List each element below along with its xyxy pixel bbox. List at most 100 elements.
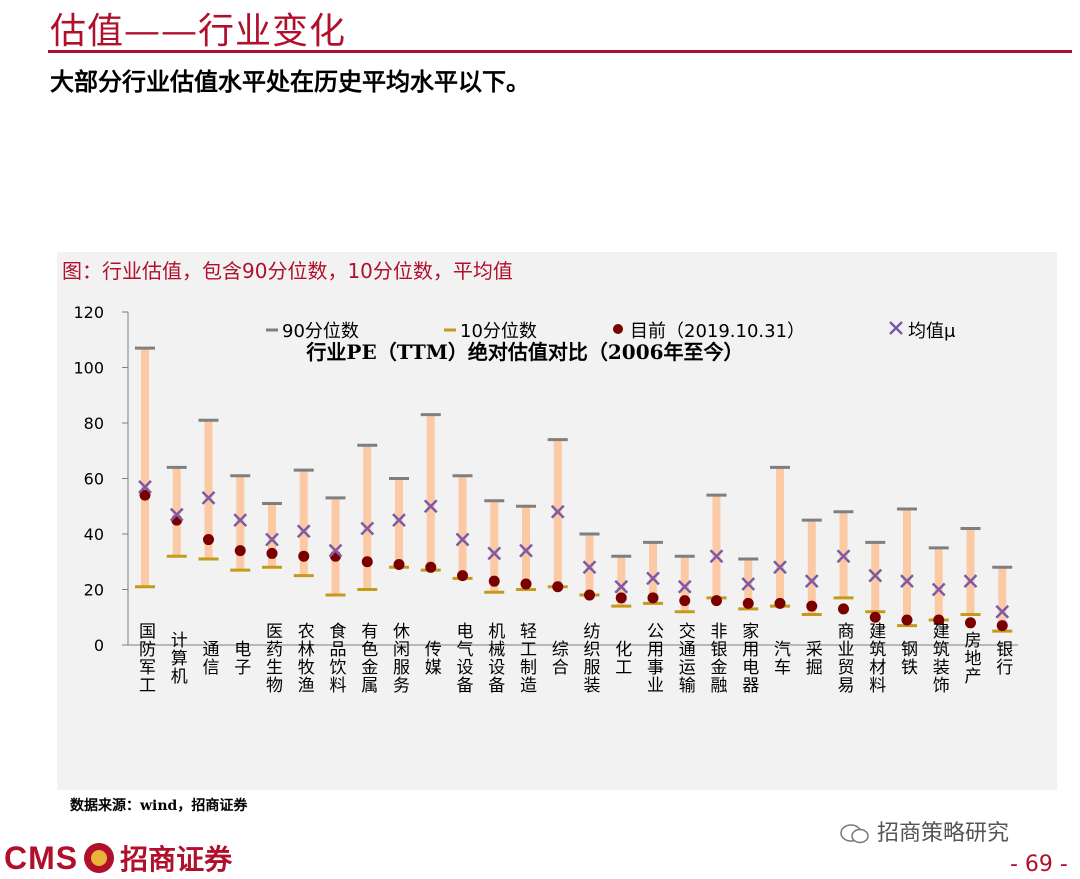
mean-marker-stroke: [169, 507, 184, 522]
title-rule: [48, 50, 1072, 53]
current-point: [298, 550, 310, 562]
current-point: [996, 620, 1008, 632]
category-label: 计算机: [167, 631, 188, 685]
category-label: 综合: [548, 640, 569, 676]
current-point: [742, 597, 754, 609]
y-tick-label: 40: [84, 525, 104, 544]
mean-marker-stroke: [455, 532, 470, 547]
current-point: [933, 614, 945, 626]
range-bar: [204, 420, 213, 559]
mean-marker-stroke: [582, 560, 597, 575]
current-point: [615, 592, 627, 604]
mean-marker: [360, 521, 375, 536]
range-bar: [617, 556, 626, 607]
range-bar: [903, 509, 911, 626]
page-title: 估值——行业变化: [50, 11, 347, 52]
data-source: 数据来源：wind，招商证券: [70, 798, 248, 814]
range-bar: [680, 556, 689, 612]
range-bar: [458, 475, 467, 579]
current-point: [584, 589, 595, 601]
current-point: [838, 603, 849, 615]
figure-caption: 图：行业估值，包含90分位数，10分位数，平均值: [62, 259, 513, 283]
mean-marker-stroke: [550, 504, 565, 519]
mean-marker: [455, 532, 470, 547]
mean-marker-stroke: [963, 574, 978, 589]
range-bar: [649, 542, 657, 604]
category-label: 食品饮料: [326, 622, 347, 694]
category-label: 有色金属: [357, 622, 378, 694]
category-label: 公用事业: [643, 622, 664, 694]
current-point: [457, 570, 468, 582]
range-bar: [395, 478, 403, 568]
legend-p90-label: 90分位数: [282, 321, 359, 342]
legend-p10-label: 10分位数: [460, 321, 537, 342]
logo-chinese: 招商证券: [120, 843, 233, 876]
category-label: 采掘: [802, 640, 823, 676]
mean-marker: [423, 499, 438, 514]
mean-marker-stroke: [328, 543, 343, 558]
mean-marker-stroke: [201, 491, 216, 505]
current-point: [869, 611, 881, 623]
y-tick-label: 100: [73, 359, 104, 378]
category-label: 轻工制造: [516, 622, 537, 694]
range-bar: [141, 348, 149, 587]
page-number: - 69 -: [1010, 852, 1068, 877]
current-point: [806, 600, 818, 612]
mean-marker-stroke: [836, 549, 851, 564]
mean-marker: [677, 579, 692, 594]
category-label: 交通运输: [675, 622, 696, 694]
category-label: 商业贸易: [834, 622, 855, 694]
range-bar: [998, 567, 1007, 632]
current-point: [901, 614, 913, 626]
range-bar: [331, 497, 340, 596]
range-bar: [712, 495, 721, 598]
mean-marker-stroke: [709, 549, 724, 564]
mean-marker: [868, 568, 883, 583]
logo-latin: CMS: [4, 839, 79, 876]
mean-marker-stroke: [646, 571, 660, 586]
y-tick-label: 60: [84, 470, 104, 489]
mean-marker: [709, 549, 724, 564]
mean-marker-stroke: [741, 577, 756, 591]
mean-marker: [836, 549, 851, 564]
mean-marker: [265, 532, 279, 547]
legend-current-swatch: [613, 324, 623, 334]
mean-marker-stroke: [360, 521, 375, 536]
category-label: 建筑材料: [865, 622, 886, 694]
current-point: [647, 592, 659, 604]
mean-marker: [582, 560, 597, 575]
mean-marker: [614, 579, 629, 594]
current-point: [393, 559, 405, 571]
category-label: 纺织服装: [580, 622, 601, 694]
mean-marker: [550, 504, 565, 519]
range-bar: [966, 528, 975, 615]
logo-badge-icon: [84, 843, 115, 873]
category-label: 建筑装饰: [929, 622, 950, 694]
category-label: 医药生物: [262, 622, 283, 694]
current-point: [965, 617, 976, 629]
category-label: 电气设备: [453, 622, 474, 694]
category-label: 钢铁: [897, 640, 918, 676]
mean-marker-stroke: [995, 604, 1010, 619]
current-point: [266, 547, 278, 559]
mean-marker: [519, 543, 533, 558]
current-point: [139, 489, 151, 501]
mean-marker: [138, 479, 152, 494]
current-point: [488, 575, 500, 587]
range-bar: [172, 467, 181, 557]
category-label: 银行: [992, 640, 1013, 676]
category-label: 房地产: [961, 631, 982, 685]
category-label: 家用电器: [738, 622, 759, 694]
mean-marker-stroke: [773, 560, 787, 575]
legend-current-label: 目前（2019.10.31）: [630, 321, 805, 342]
current-point: [774, 597, 786, 609]
legend-mean-label: 均值μ: [908, 321, 956, 342]
mean-marker-stroke: [804, 574, 819, 589]
mean-marker: [646, 571, 660, 586]
category-label: 汽车: [770, 640, 791, 676]
y-tick-label: 120: [73, 303, 104, 322]
mean-marker-stroke: [868, 568, 883, 583]
category-label: 机械设备: [484, 622, 505, 694]
page-subtitle: 大部分行业估值水平处在历史平均水平以下。: [50, 67, 530, 96]
current-point: [520, 578, 532, 590]
